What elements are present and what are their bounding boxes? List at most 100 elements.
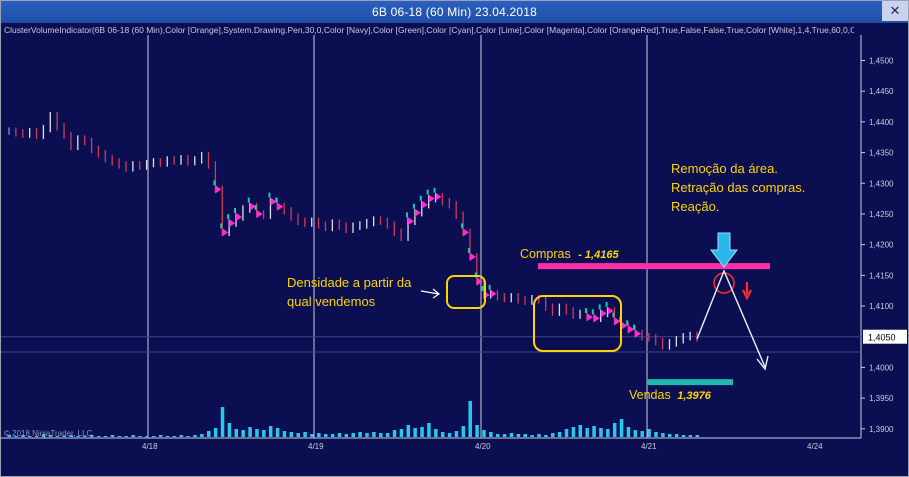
volume-bar — [612, 423, 617, 437]
volume-bar — [62, 436, 67, 437]
volume-bar — [516, 434, 521, 437]
cluster-marker — [469, 252, 476, 261]
volume-bar — [131, 435, 135, 437]
cluster-cell — [213, 180, 216, 186]
volume-bar — [255, 429, 259, 437]
removal-annotation-line-3: Reação. — [671, 199, 720, 214]
window-title: 6B 06-18 (60 Min) 23.04.2018 — [371, 5, 538, 19]
volume-bar — [110, 435, 115, 437]
volume-bar — [310, 434, 314, 437]
cluster-cell — [433, 187, 436, 193]
removal-annotation: Remoção da área. Retração das compras. R… — [671, 159, 805, 216]
volume-bar — [14, 436, 18, 437]
y-tick-label: 1,4150 — [869, 271, 894, 280]
y-tick-label: 1,4200 — [869, 241, 894, 250]
volume-bar — [151, 436, 156, 437]
y-tick-label: 1,3900 — [869, 425, 894, 434]
volume-bar — [55, 436, 60, 437]
volume-bar — [413, 428, 417, 437]
vendas-level-line — [647, 379, 733, 386]
volume-bar — [207, 431, 211, 437]
volume-bar — [234, 429, 239, 437]
close-icon[interactable]: ✕ — [882, 1, 908, 21]
volume-bar — [626, 427, 631, 437]
density-annotation: Densidade a partir da qual vendemos — [287, 273, 411, 311]
cluster-marker — [270, 197, 277, 206]
cluster-cell — [481, 285, 484, 291]
volume-bar — [76, 436, 80, 437]
volume-bar — [41, 434, 46, 437]
volume-bar — [502, 434, 507, 437]
y-tick-label: 1,4300 — [869, 179, 894, 188]
cluster-cell — [247, 197, 250, 203]
volume-bar — [447, 433, 452, 437]
volume-bar — [351, 433, 355, 437]
cluster-marker — [600, 309, 607, 318]
cluster-cell — [419, 195, 422, 201]
y-tick-label: 1,4450 — [869, 87, 894, 96]
cluster-marker — [635, 329, 642, 338]
cluster-cell — [234, 208, 237, 214]
vendas-label: Vendas 1,3976 — [629, 388, 711, 402]
volume-bar — [557, 432, 562, 437]
volume-bar — [103, 436, 108, 437]
cluster-marker — [593, 314, 600, 323]
volume-bar — [551, 433, 555, 437]
volume-bar — [544, 435, 548, 437]
volume-bar — [220, 407, 225, 437]
volume-bar — [248, 427, 252, 437]
cluster-cell — [612, 312, 615, 318]
compras-label: Compras - 1,4165 — [520, 247, 619, 261]
volume-bar — [193, 435, 197, 437]
compras-value: - 1,4165 — [578, 249, 619, 261]
volume-bar — [523, 434, 527, 437]
volume-bar — [640, 431, 644, 437]
cluster-cell — [626, 320, 629, 326]
x-tick-label: 4/21 — [641, 442, 657, 451]
reaction-circle — [713, 272, 735, 294]
sell-signal-arrow-icon — [742, 282, 752, 301]
volume-bar — [117, 436, 122, 437]
volume-bar — [179, 435, 183, 437]
cluster-marker — [256, 209, 263, 218]
volume-bar — [289, 432, 294, 437]
cluster-marker — [222, 228, 229, 237]
volume-bar — [83, 436, 87, 437]
cluster-marker — [621, 321, 628, 330]
cluster-marker — [229, 219, 236, 228]
volume-bar — [509, 433, 514, 437]
volume-bar — [406, 425, 411, 437]
cluster-cell — [605, 301, 608, 307]
vendas-label-text: Vendas — [629, 388, 671, 402]
x-tick-label: 4/24 — [807, 442, 823, 451]
volume-bar — [21, 435, 25, 437]
volume-bar — [585, 428, 589, 437]
cluster-cell — [591, 309, 594, 315]
density-annotation-line-1: Densidade a partir da — [287, 275, 412, 290]
cluster-marker — [215, 185, 222, 194]
volume-bar — [571, 427, 576, 437]
volume-bar — [392, 430, 397, 437]
volume-bar — [454, 431, 459, 437]
window-title-bar[interactable]: 6B 06-18 (60 Min) 23.04.2018 — [1, 1, 908, 23]
volume-bar — [475, 425, 479, 437]
volume-bar — [606, 429, 610, 437]
density-highlight-box — [533, 295, 622, 352]
volume-bar — [262, 430, 266, 437]
volume-bar — [213, 428, 218, 437]
volume-bar — [633, 430, 638, 437]
volume-bar — [399, 429, 404, 437]
volume-bar — [158, 435, 163, 437]
x-tick-label: 4/19 — [308, 442, 324, 451]
volume-bar — [578, 425, 583, 437]
reaction-arrowhead — [756, 355, 769, 371]
cluster-marker — [408, 217, 415, 226]
cluster-cell — [461, 223, 464, 229]
current-price-marker — [863, 329, 907, 344]
cluster-cell — [474, 272, 477, 278]
y-tick-label: 1,3950 — [869, 394, 894, 403]
pointer-arrow-icon — [420, 288, 441, 299]
volume-bar — [599, 428, 603, 437]
